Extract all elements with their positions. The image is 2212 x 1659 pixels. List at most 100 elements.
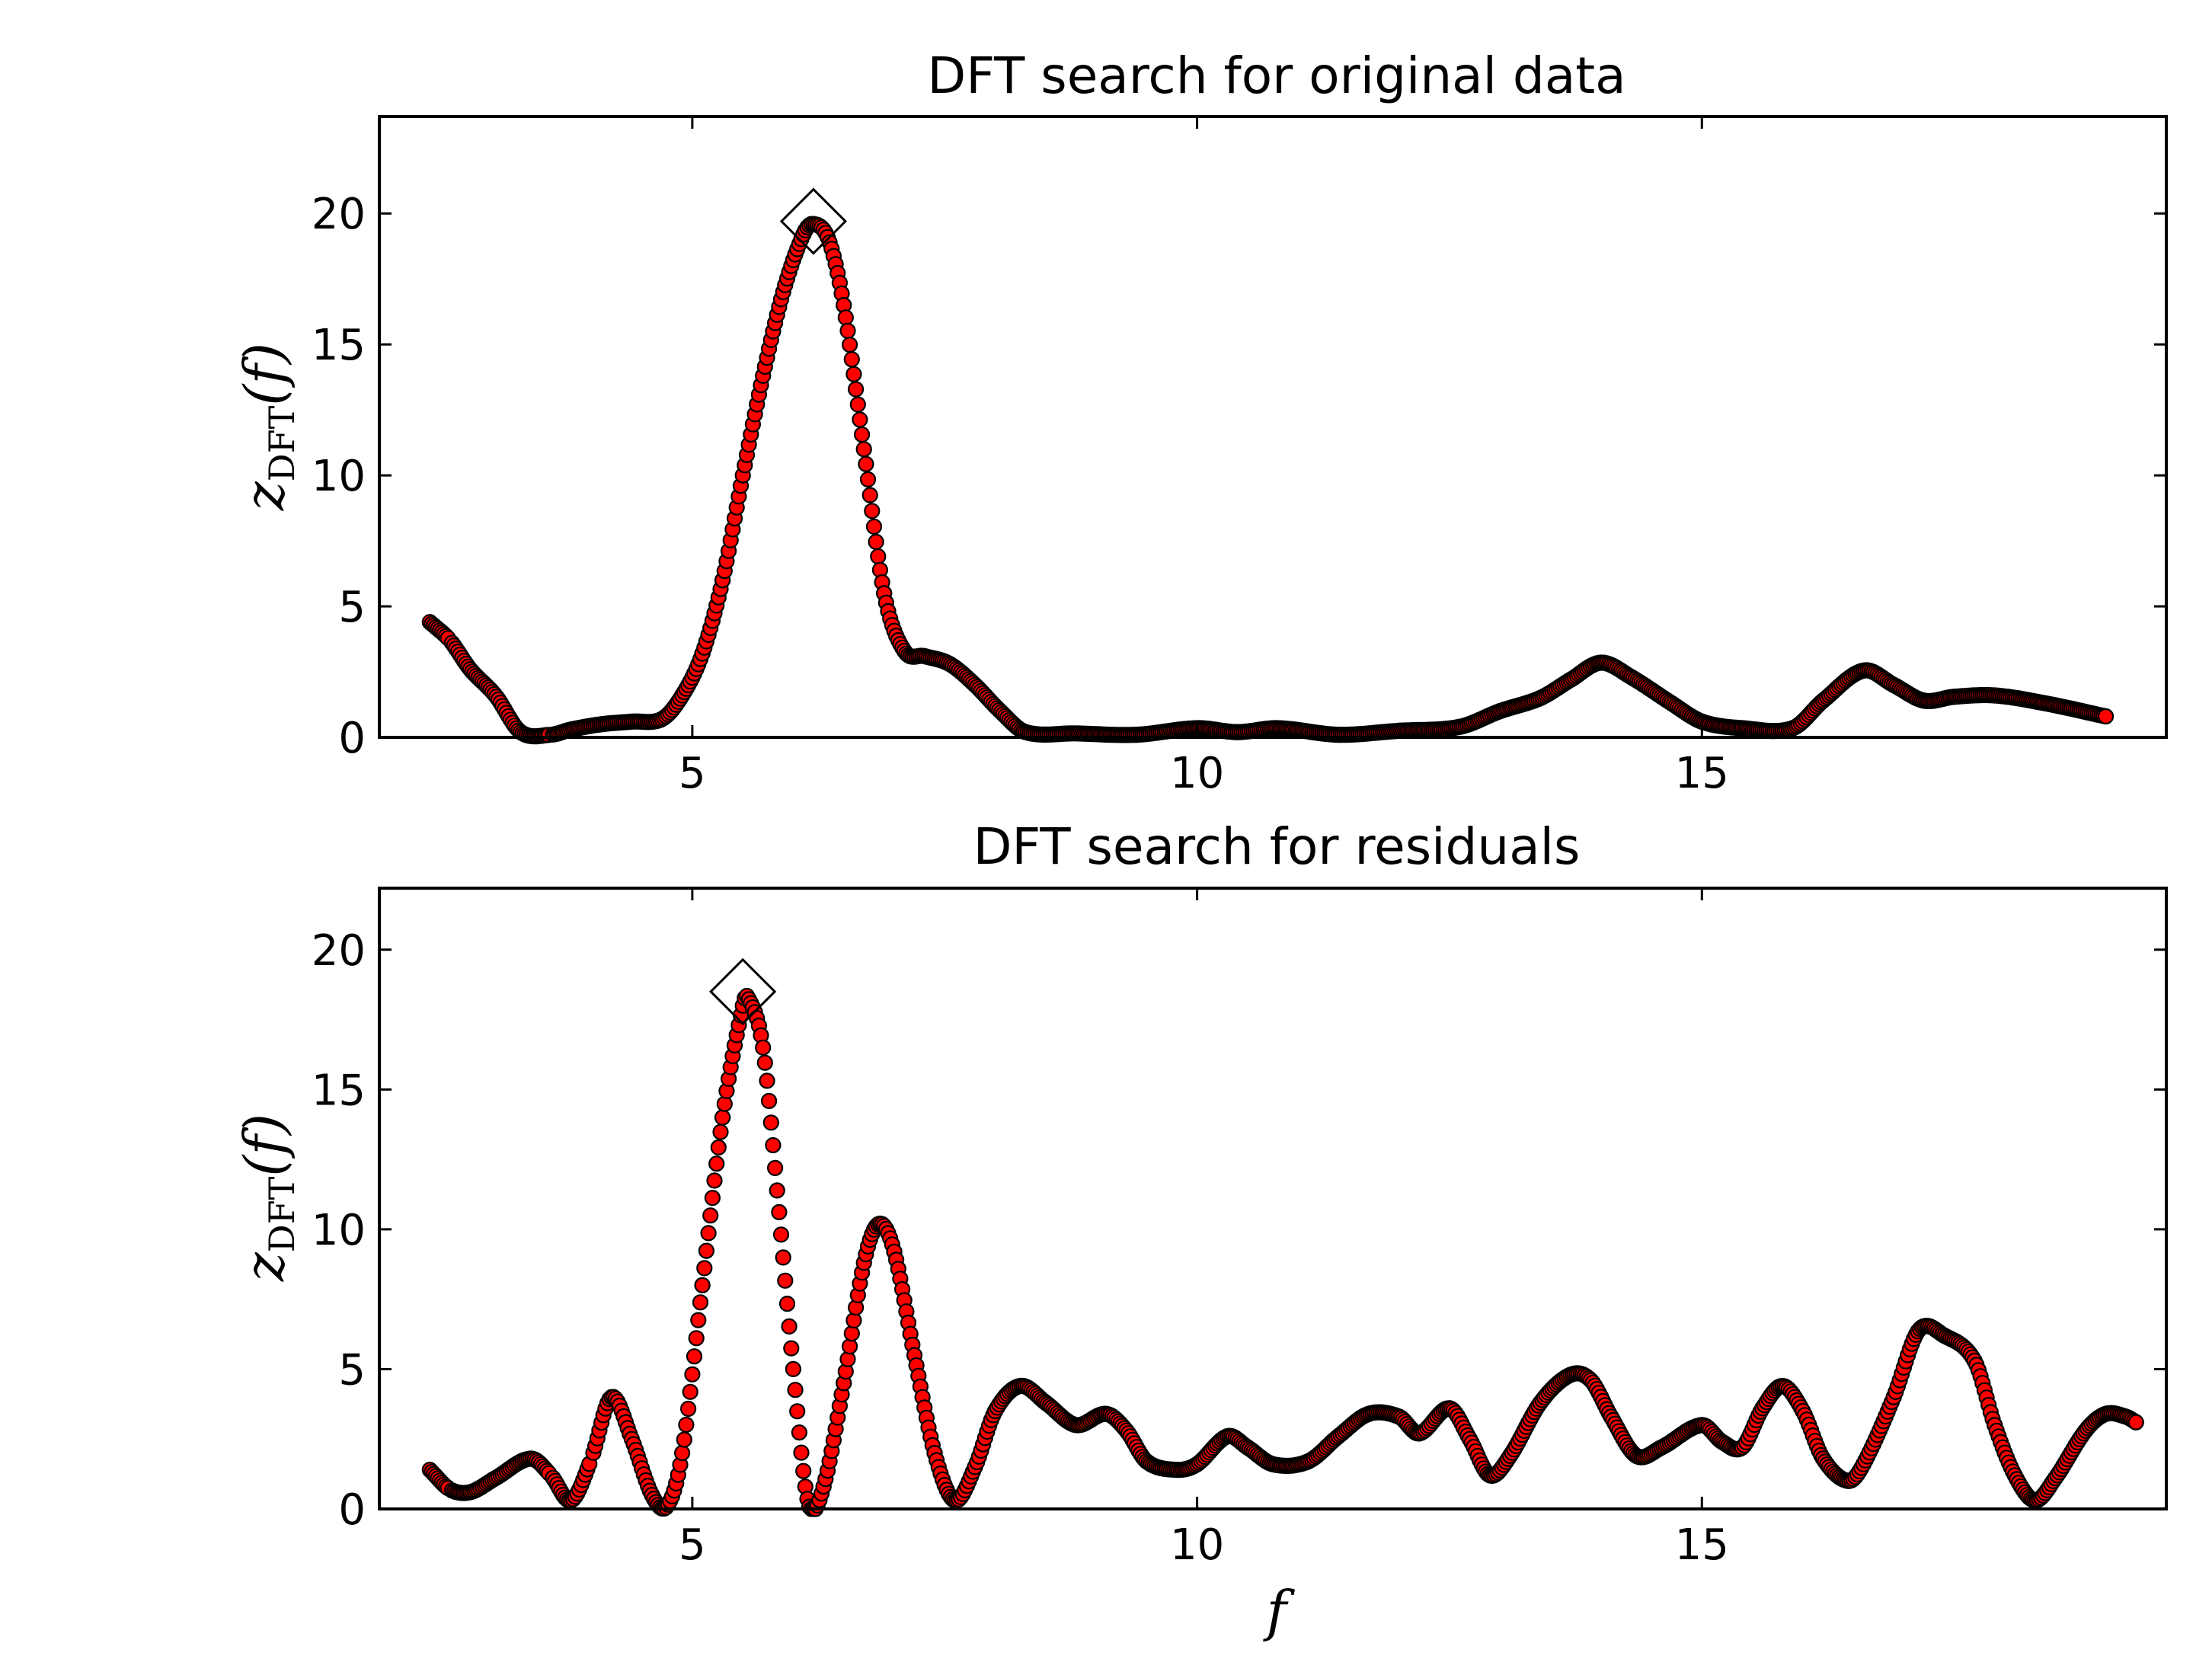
data-point xyxy=(853,426,871,443)
y-axis-label: zDFT(f) xyxy=(232,1114,302,1282)
data-point xyxy=(841,337,858,353)
y-tick-label: 15 xyxy=(312,1066,366,1115)
y-axis-label-sub: DFT xyxy=(261,1176,302,1252)
data-point xyxy=(684,1366,701,1382)
svg-text:zDFT(f): zDFT(f) xyxy=(232,1114,302,1282)
plot-area xyxy=(421,957,2144,1517)
data-point xyxy=(688,1330,705,1347)
y-tick-label: 20 xyxy=(312,926,366,976)
data-point xyxy=(795,1462,812,1479)
data-point xyxy=(789,1403,806,1420)
y-tick-label: 20 xyxy=(312,190,366,239)
data-point xyxy=(775,1249,791,1266)
plot-area xyxy=(421,187,2115,745)
data-point xyxy=(852,411,868,428)
data-point xyxy=(766,1159,784,1177)
data-point xyxy=(793,1444,810,1461)
y-axis-label: zDFT(f) xyxy=(232,343,302,511)
data-point xyxy=(785,1360,802,1378)
data-point xyxy=(692,1294,709,1311)
data-point xyxy=(755,1039,772,1056)
y-axis-label-sub: DFT xyxy=(261,405,302,481)
data-point xyxy=(771,1203,788,1221)
data-point xyxy=(845,366,862,382)
y-tick-label: 0 xyxy=(338,1485,366,1535)
data-point xyxy=(791,1424,808,1441)
svg-text:zDFT(f): zDFT(f) xyxy=(232,343,302,511)
data-point xyxy=(706,1172,723,1189)
data-point xyxy=(690,1312,707,1328)
data-point xyxy=(702,1207,719,1224)
data-point xyxy=(849,396,866,413)
y-tick-label: 15 xyxy=(312,321,366,370)
y-tick-label: 0 xyxy=(338,714,366,763)
data-point xyxy=(855,441,872,458)
axis-ticks: 5 10 15 0 5 10 15 20 xyxy=(312,117,2166,798)
data-point xyxy=(772,1226,790,1243)
x-tick-label: 5 xyxy=(679,749,706,798)
data-point xyxy=(760,1092,778,1110)
data-point xyxy=(712,1124,729,1140)
data-point xyxy=(696,1260,713,1277)
data-point xyxy=(704,1189,721,1207)
data-point xyxy=(708,1156,725,1172)
data-point xyxy=(686,1348,703,1365)
y-axis-label-main: z xyxy=(232,1251,296,1282)
panel-title: DFT search for original data xyxy=(927,46,1625,105)
plot-frame xyxy=(378,887,2168,1510)
data-point xyxy=(769,1182,785,1199)
axis-ticks: 5 10 15 0 5 10 15 20 xyxy=(312,888,2166,1570)
x-tick-label: 5 xyxy=(679,1520,706,1570)
data-point xyxy=(777,1272,794,1289)
y-tick-label: 5 xyxy=(338,583,366,632)
data-point xyxy=(787,1382,804,1398)
peak-diamond-marker xyxy=(709,957,777,1025)
data-point xyxy=(868,533,884,551)
data-point xyxy=(783,1340,800,1357)
top-panel: DFT search for original data zDFT(f) 5 10… xyxy=(232,46,2168,798)
data-point xyxy=(676,1431,692,1448)
y-tick-label: 5 xyxy=(338,1345,366,1395)
y-tick-label: 10 xyxy=(312,452,366,501)
data-point xyxy=(837,309,854,326)
data-point xyxy=(843,351,860,368)
data-point xyxy=(700,1225,717,1242)
data-point xyxy=(694,1277,711,1293)
y-axis-label-arg: (f) xyxy=(232,343,296,406)
data-point xyxy=(858,456,874,472)
y-tick-label: 10 xyxy=(312,1206,366,1255)
data-point xyxy=(762,1114,779,1131)
data-point xyxy=(710,1139,727,1156)
data-point xyxy=(682,1383,698,1400)
data-point xyxy=(778,1295,796,1312)
data-point xyxy=(679,1400,697,1418)
peak-diamond-marker xyxy=(779,187,848,255)
data-point xyxy=(698,1242,715,1259)
x-tick-label: 15 xyxy=(1675,749,1729,798)
x-tick-label: 10 xyxy=(1170,749,1224,798)
data-point xyxy=(859,471,877,488)
data-point xyxy=(756,1054,773,1071)
data-point xyxy=(765,1136,782,1154)
data-point xyxy=(759,1072,775,1089)
data-point xyxy=(843,1325,860,1342)
data-point xyxy=(865,518,883,535)
data-point xyxy=(673,1444,691,1462)
bottom-panel: DFT search for residuals zDFT(f) 5 10 1505… xyxy=(232,817,2168,1643)
data-point xyxy=(678,1416,695,1434)
x-tick-label: 15 xyxy=(1675,1520,1729,1570)
data-point xyxy=(870,548,887,565)
x-tick-label: 10 xyxy=(1170,1520,1224,1570)
data-point xyxy=(841,1338,858,1355)
data-point xyxy=(839,322,856,339)
data-point xyxy=(714,1109,731,1126)
panel-title: DFT search for residuals xyxy=(973,817,1581,876)
y-axis-label-main: z xyxy=(232,481,296,511)
data-point xyxy=(2097,708,2115,725)
y-axis-label-arg: (f) xyxy=(232,1114,296,1177)
data-point xyxy=(2127,1414,2144,1430)
x-axis-label: f xyxy=(1263,1579,1296,1643)
plot-frame xyxy=(378,115,2168,739)
data-point xyxy=(864,503,881,519)
